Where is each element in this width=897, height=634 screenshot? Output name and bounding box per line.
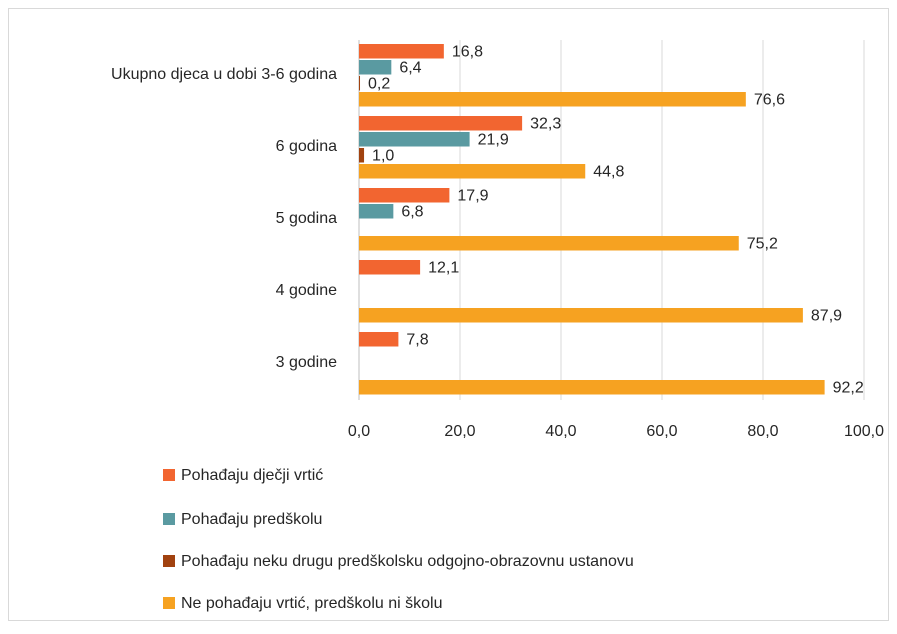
value-label: 21,9	[478, 131, 509, 148]
value-label: 44,8	[593, 163, 624, 180]
bar	[359, 380, 825, 395]
bar	[359, 260, 421, 275]
x-tick-label: 80,0	[747, 423, 778, 440]
chart-frame	[8, 8, 889, 621]
value-label: 6,8	[401, 203, 423, 220]
legend-swatch	[163, 513, 175, 525]
legend-label: Ne pohađaju vrtić, predškolu ni školu	[181, 595, 442, 612]
bar	[359, 164, 586, 179]
value-label: 7,8	[406, 331, 428, 348]
bar	[359, 148, 365, 163]
x-tick-label: 60,0	[646, 423, 677, 440]
legend-swatch	[163, 469, 175, 481]
bar	[359, 132, 470, 147]
bar	[359, 116, 523, 131]
value-label: 17,9	[457, 187, 488, 204]
bar	[359, 188, 450, 203]
value-label: 76,6	[754, 91, 785, 108]
value-label: 87,9	[811, 307, 842, 324]
bar	[359, 92, 746, 107]
bar	[359, 204, 394, 219]
value-label: 0,2	[368, 75, 390, 92]
value-label: 32,3	[530, 115, 561, 132]
value-label: 6,4	[399, 59, 421, 76]
value-label: 75,2	[747, 235, 778, 252]
x-tick-label: 100,0	[844, 423, 884, 440]
bar	[359, 308, 803, 323]
y-tick-label: Ukupno djeca u dobi 3-6 godina	[111, 66, 337, 83]
value-label: 16,8	[452, 43, 483, 60]
legend-swatch	[163, 555, 175, 567]
bar	[359, 332, 399, 347]
legend-label: Pohađaju neku drugu predškolsku odgojno-…	[181, 553, 634, 570]
bar	[359, 236, 739, 251]
y-tick-label: 3 godine	[276, 354, 337, 371]
y-tick-label: 6 godina	[276, 138, 337, 155]
x-tick-label: 0,0	[348, 423, 370, 440]
x-tick-label: 20,0	[444, 423, 475, 440]
value-label: 12,1	[428, 259, 459, 276]
value-label: 1,0	[372, 147, 394, 164]
legend-label: Pohađaju dječji vrtić	[181, 467, 323, 484]
bar	[359, 76, 361, 91]
legend-swatch	[163, 597, 175, 609]
y-tick-label: 5 godina	[276, 210, 337, 227]
bar	[359, 60, 392, 75]
value-label: 92,2	[833, 379, 864, 396]
y-tick-label: 4 godine	[276, 282, 337, 299]
bar	[359, 44, 444, 59]
legend-label: Pohađaju predškolu	[181, 511, 322, 528]
x-tick-label: 40,0	[545, 423, 576, 440]
